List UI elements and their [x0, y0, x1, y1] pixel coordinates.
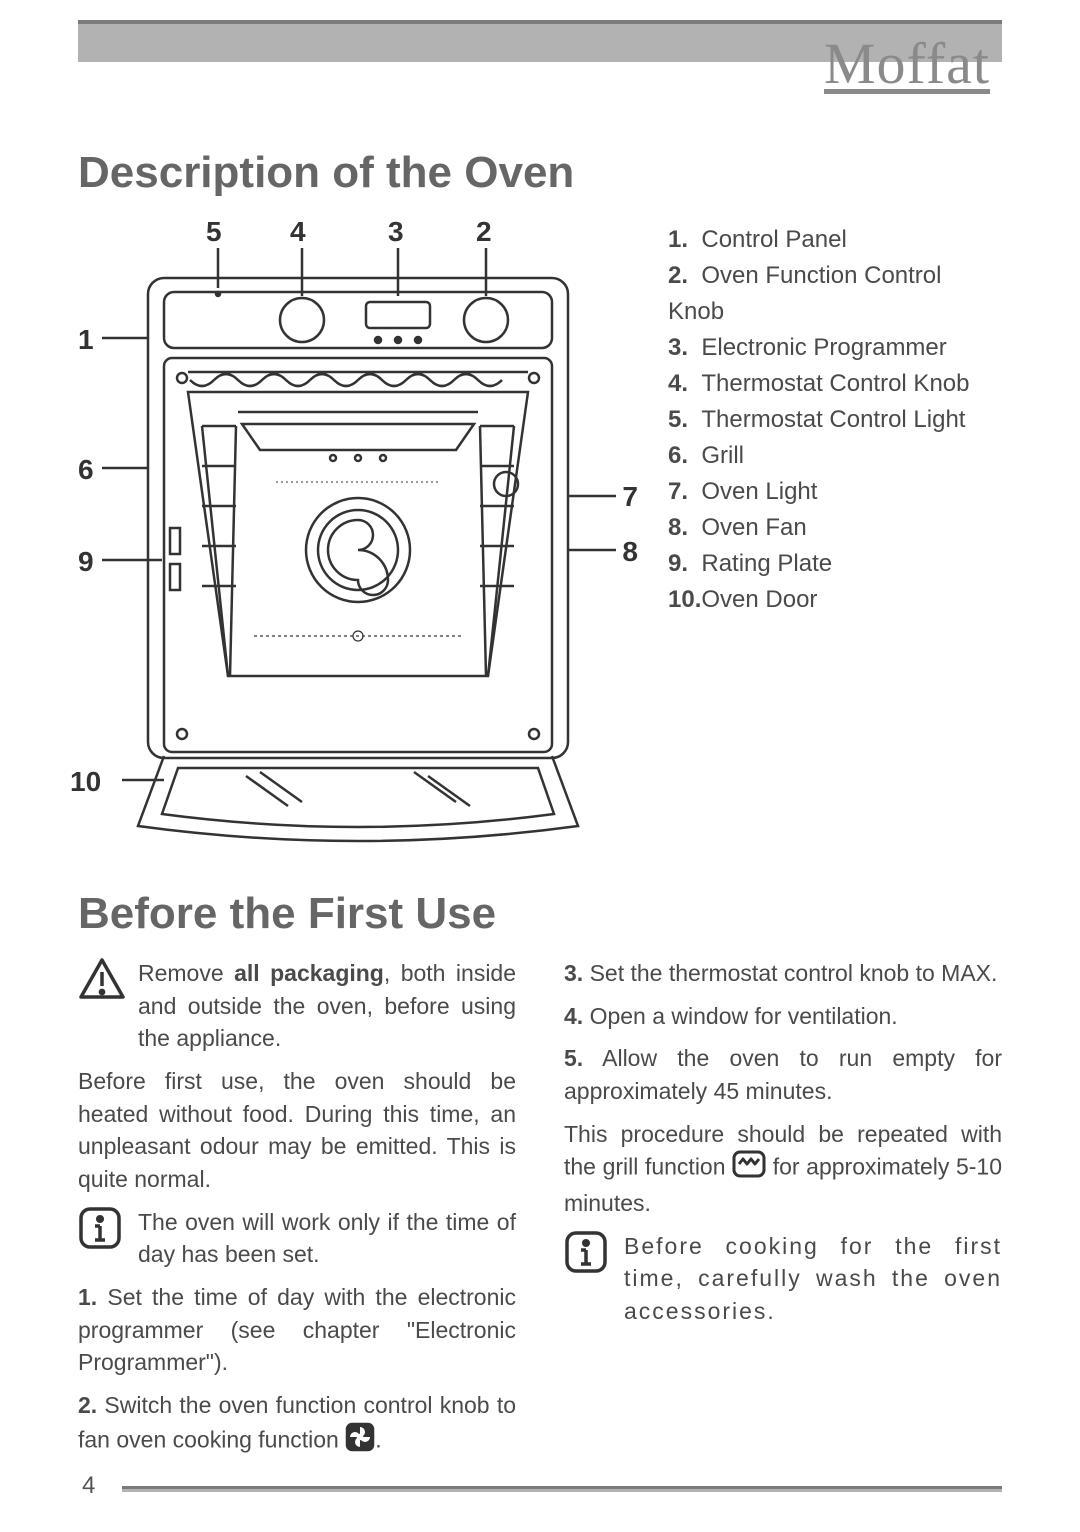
step-1: 1. Set the time of day with the electron… [78, 1281, 516, 1379]
callout-1: 1 [78, 324, 94, 356]
legend-item: 10.Oven Door [668, 582, 1002, 618]
legend-item: 6. Grill [668, 438, 1002, 474]
footer-rule [122, 1486, 1002, 1492]
legend-item: 7. Oven Light [668, 474, 1002, 510]
grill-icon [732, 1150, 766, 1187]
section-title-description: Description of the Oven [78, 148, 1002, 198]
pre-paragraph: Before first use, the oven should be hea… [78, 1065, 516, 1196]
callout-10: 10 [70, 766, 101, 798]
info-square-icon [564, 1230, 612, 1283]
callout-8: 8 [622, 536, 638, 568]
brand-logo: Moffat [824, 30, 990, 97]
callout-7: 7 [622, 481, 638, 513]
left-column: Remove all packaging, both inside and ou… [78, 957, 516, 1470]
info-text-1: The oven will work only if the time of d… [138, 1206, 516, 1271]
callout-5: 5 [206, 216, 222, 248]
repeat-paragraph: This procedure should be repeated with t… [564, 1118, 1002, 1220]
callout-9: 9 [78, 546, 94, 578]
warning-note: Remove all packaging, both inside and ou… [78, 957, 516, 1055]
oven-diagram: 5 4 3 2 1 6 7 8 9 10 [78, 216, 638, 861]
warning-triangle-icon [78, 957, 126, 1010]
info-square-icon [78, 1206, 126, 1259]
right-column: 3. Set the thermostat control knob to MA… [564, 957, 1002, 1470]
info-text-2: Before cooking for the first time, caref… [624, 1230, 1002, 1328]
callout-4: 4 [290, 216, 306, 248]
legend-item: 5. Thermostat Control Light [668, 402, 1002, 438]
section-title-before: Before the First Use [78, 889, 1002, 939]
legend-item: 2. Oven Function Control Knob [668, 258, 1002, 330]
step-4: 4. Open a window for ventilation. [564, 1000, 1002, 1033]
legend-item: 4. Thermostat Control Knob [668, 366, 1002, 402]
legend-item: 1. Control Panel [668, 222, 1002, 258]
page-number: 4 [82, 1472, 95, 1500]
callout-2: 2 [476, 216, 492, 248]
two-column-body: Remove all packaging, both inside and ou… [78, 957, 1002, 1470]
callout-3: 3 [388, 216, 404, 248]
fan-cooking-icon [345, 1422, 375, 1461]
page-content: Description of the Oven 5 4 3 2 1 6 7 8 … [78, 130, 1002, 1470]
callout-6: 6 [78, 454, 94, 486]
step-5: 5. Allow the oven to run empty for appro… [564, 1042, 1002, 1107]
warning-text: Remove all packaging, both inside and ou… [138, 957, 516, 1055]
oven-illustration [78, 216, 638, 856]
legend-item: 9. Rating Plate [668, 546, 1002, 582]
info-note-2: Before cooking for the first time, caref… [564, 1230, 1002, 1328]
info-note-1: The oven will work only if the time of d… [78, 1206, 516, 1271]
legend-item: 8. Oven Fan [668, 510, 1002, 546]
step-2: 2. Switch the oven function control knob… [78, 1389, 516, 1460]
legend-list: 1. Control Panel 2. Oven Function Contro… [668, 216, 1002, 861]
diagram-row: 5 4 3 2 1 6 7 8 9 10 [78, 216, 1002, 861]
step-3: 3. Set the thermostat control knob to MA… [564, 957, 1002, 990]
legend-item: 3. Electronic Programmer [668, 330, 1002, 366]
